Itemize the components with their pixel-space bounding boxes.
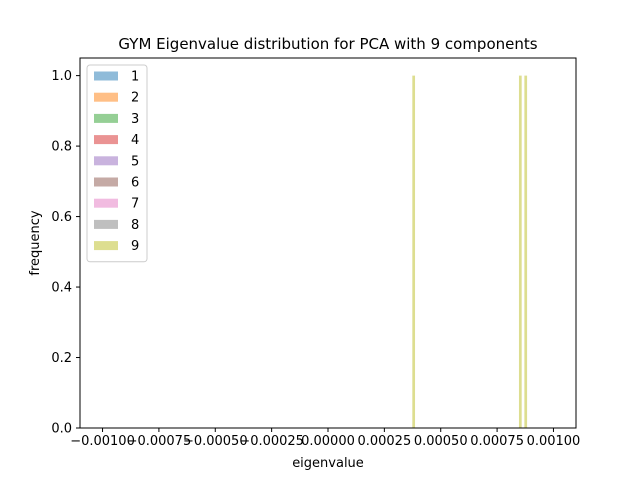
- x-tick-label: 0.00100: [527, 434, 581, 449]
- legend-label-7: 7: [131, 197, 139, 212]
- legend-swatch-1: [94, 71, 118, 81]
- legend-swatch-7: [94, 198, 118, 208]
- y-tick-label: 0.2: [51, 351, 72, 366]
- y-tick-label: 0.0: [51, 422, 72, 437]
- x-tick-label: −0.00025: [239, 434, 304, 449]
- bar-series-9-1: [518, 75, 522, 428]
- legend-label-4: 4: [131, 133, 139, 148]
- x-tick-label: −0.00050: [183, 434, 248, 449]
- x-tick-label: 0.00025: [357, 434, 411, 449]
- legend-label-5: 5: [131, 154, 139, 169]
- legend: 1 2 3 4 5 6 7 8 9: [86, 64, 148, 263]
- legend-label-8: 8: [131, 218, 139, 233]
- legend-swatch-8: [94, 219, 118, 229]
- y-tick-label: 1.0: [51, 69, 72, 84]
- legend-label-2: 2: [131, 91, 139, 106]
- legend-swatch-4: [94, 135, 118, 145]
- chart-title: GYM Eigenvalue distribution for PCA with…: [118, 35, 537, 53]
- y-tick-label: 0.8: [51, 140, 72, 155]
- bars-layer: [412, 75, 528, 428]
- legend-swatch-3: [94, 113, 118, 123]
- legend-swatch-9: [94, 241, 118, 251]
- x-tick-label: −0.00100: [70, 434, 135, 449]
- x-axis-label: eigenvalue: [292, 456, 364, 471]
- legend-swatch-2: [94, 92, 118, 102]
- x-tick-label: 0.00075: [470, 434, 524, 449]
- x-tick-label: −0.00075: [127, 434, 192, 449]
- bar-series-9-0: [412, 75, 416, 428]
- legend-swatch-5: [94, 156, 118, 166]
- legend-label-3: 3: [131, 112, 139, 127]
- legend-swatch-6: [94, 177, 118, 187]
- y-axis-label: frequency: [28, 210, 43, 276]
- legend-label-9: 9: [131, 239, 139, 254]
- legend-label-6: 6: [131, 176, 139, 191]
- legend-label-1: 1: [131, 70, 139, 85]
- y-axis: 0.0 0.2 0.4 0.6 0.8 1.0: [51, 69, 80, 437]
- x-tick-label: 0.00050: [414, 434, 468, 449]
- x-tick-label: 0.00000: [301, 434, 355, 449]
- y-tick-label: 0.6: [51, 210, 72, 225]
- y-tick-label: 0.4: [51, 281, 72, 296]
- bar-series-9-2: [524, 75, 528, 428]
